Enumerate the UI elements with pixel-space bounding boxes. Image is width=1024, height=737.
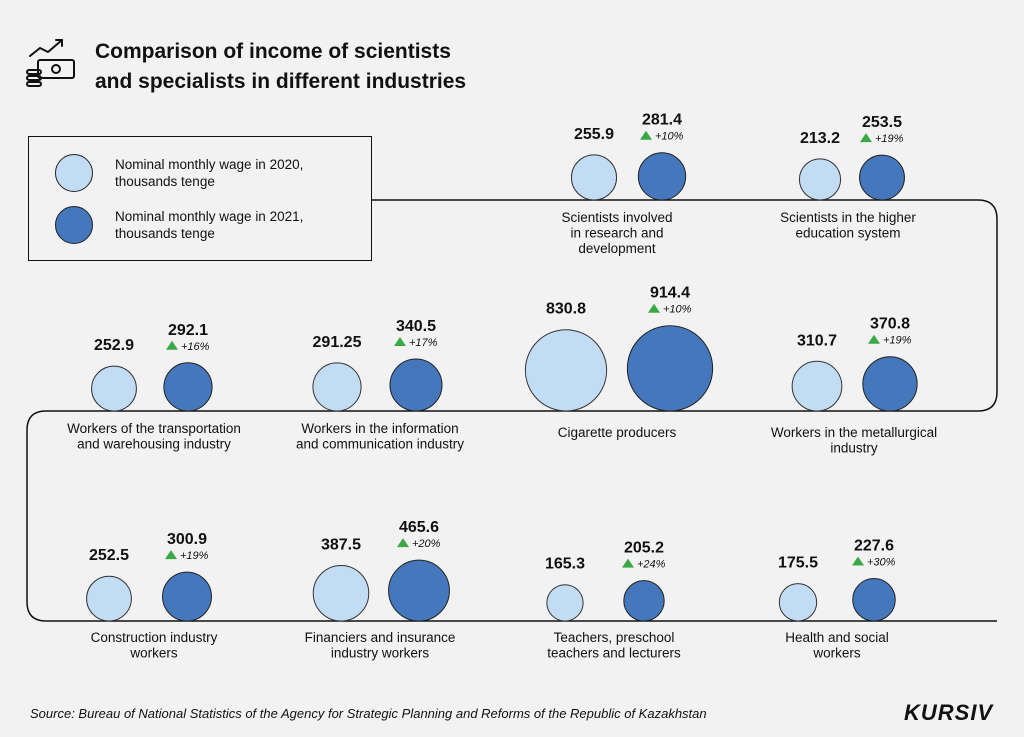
change-label: +20% — [412, 538, 441, 550]
value-label-2020: 175.5 — [778, 555, 818, 572]
title-line-2: and specialists in different industries — [95, 70, 467, 93]
bubble-2020 — [546, 584, 584, 622]
bubble-2021 — [388, 559, 450, 622]
category-label: Scientists in the higher education system — [780, 210, 916, 241]
money-growth-icon — [26, 39, 75, 87]
increase-triangle-icon — [622, 558, 634, 568]
legend-swatch-2021 — [55, 206, 93, 244]
source-note: Source: Bureau of National Statistics of… — [30, 706, 707, 721]
increase-triangle-icon — [397, 538, 409, 548]
bubble-2021 — [163, 362, 213, 412]
value-label-2021: 340.5 — [396, 318, 436, 335]
bubble-2021 — [623, 580, 665, 622]
bubble-2020 — [91, 365, 137, 412]
category-label: Financiers and insurance industry workers — [305, 630, 456, 661]
value-label-2021: 300.9 — [167, 531, 207, 548]
chart-title: Comparison of income of scientists and s… — [95, 37, 466, 97]
track-line — [26, 199, 998, 622]
bubble-2021 — [862, 356, 918, 412]
bubble-2020 — [778, 583, 818, 622]
increase-triangle-icon — [860, 133, 872, 143]
value-label-2020: 252.9 — [94, 337, 134, 354]
increase-triangle-icon — [165, 550, 177, 560]
bubble-2021 — [162, 571, 212, 622]
value-label-2021: 465.6 — [399, 519, 439, 536]
increase-triangle-icon — [394, 336, 406, 346]
legend-label-2020: Nominal monthly wage in 2020, thousands … — [115, 157, 304, 189]
value-label-2021: 370.8 — [870, 316, 910, 333]
value-label-2020: 255.9 — [574, 126, 614, 143]
increase-triangle-icon — [166, 340, 178, 350]
legend-swatch-2020 — [55, 154, 93, 192]
change-label: +19% — [883, 335, 912, 347]
category-label: Health and social workers — [785, 630, 889, 661]
value-label-2020: 291.25 — [313, 334, 362, 351]
bubble-2020 — [798, 158, 842, 201]
value-label-2021: 281.4 — [642, 112, 682, 129]
change-label: +10% — [663, 304, 692, 316]
value-label-2020: 213.2 — [800, 130, 840, 147]
bubble-2020 — [312, 564, 370, 622]
change-label: +17% — [409, 337, 438, 349]
bubble-2021 — [389, 358, 443, 412]
increase-triangle-icon — [852, 556, 864, 566]
change-label: +24% — [637, 559, 666, 571]
value-label-2021: 227.6 — [854, 537, 894, 554]
value-label-2021: 292.1 — [168, 322, 208, 339]
category-label: Scientists involved in research and develo… — [561, 210, 672, 256]
category-label: Workers in the information and communicat… — [296, 421, 464, 452]
category-label: Workers in the metallurgical industry — [771, 425, 937, 456]
value-label-2020: 165.3 — [545, 556, 585, 573]
bubble-2020 — [312, 362, 362, 412]
value-label-2020: 252.5 — [89, 547, 129, 564]
increase-triangle-icon — [648, 303, 660, 313]
category-label: Teachers, preschool teachers and lecturer… — [547, 630, 681, 661]
bubble-2021 — [852, 577, 896, 622]
bubble-2020 — [570, 154, 618, 201]
bubble-2020 — [86, 575, 132, 622]
bubble-2020 — [524, 329, 608, 412]
change-label: +19% — [180, 550, 209, 562]
value-label-2020: 830.8 — [546, 301, 586, 318]
bubble-2021 — [626, 325, 714, 412]
change-label: +10% — [655, 131, 684, 143]
category-label: Workers of the transportation and warehou… — [67, 421, 241, 452]
value-label-2020: 387.5 — [321, 536, 361, 553]
brand-logo: KURSIV — [904, 700, 994, 725]
legend-item-2020: Nominal monthly wage in 2020, thousands … — [55, 154, 355, 192]
value-label-2021: 205.2 — [624, 540, 664, 557]
change-label: +16% — [181, 341, 210, 353]
increase-triangle-icon — [868, 334, 880, 344]
legend-item-2021: Nominal monthly wage in 2021, thousands … — [55, 206, 355, 244]
increase-triangle-icon — [640, 130, 652, 140]
title-line-1: Comparison of income of scientists — [95, 40, 451, 63]
legend-label-2021: Nominal monthly wage in 2021, thousands … — [115, 209, 304, 241]
value-label-2021: 253.5 — [862, 114, 902, 131]
value-label-2021: 914.4 — [650, 285, 690, 302]
value-label-2020: 310.7 — [797, 332, 837, 349]
bubble-2021 — [637, 152, 687, 201]
change-label: +19% — [875, 133, 904, 145]
change-label: +30% — [867, 556, 896, 568]
category-label: Cigarette producers — [558, 425, 677, 440]
bubble-2020 — [791, 360, 843, 412]
category-label: Construction industry workers — [91, 630, 218, 661]
bubble-2021 — [859, 154, 905, 201]
legend: Nominal monthly wage in 2020, thousands … — [28, 136, 372, 261]
